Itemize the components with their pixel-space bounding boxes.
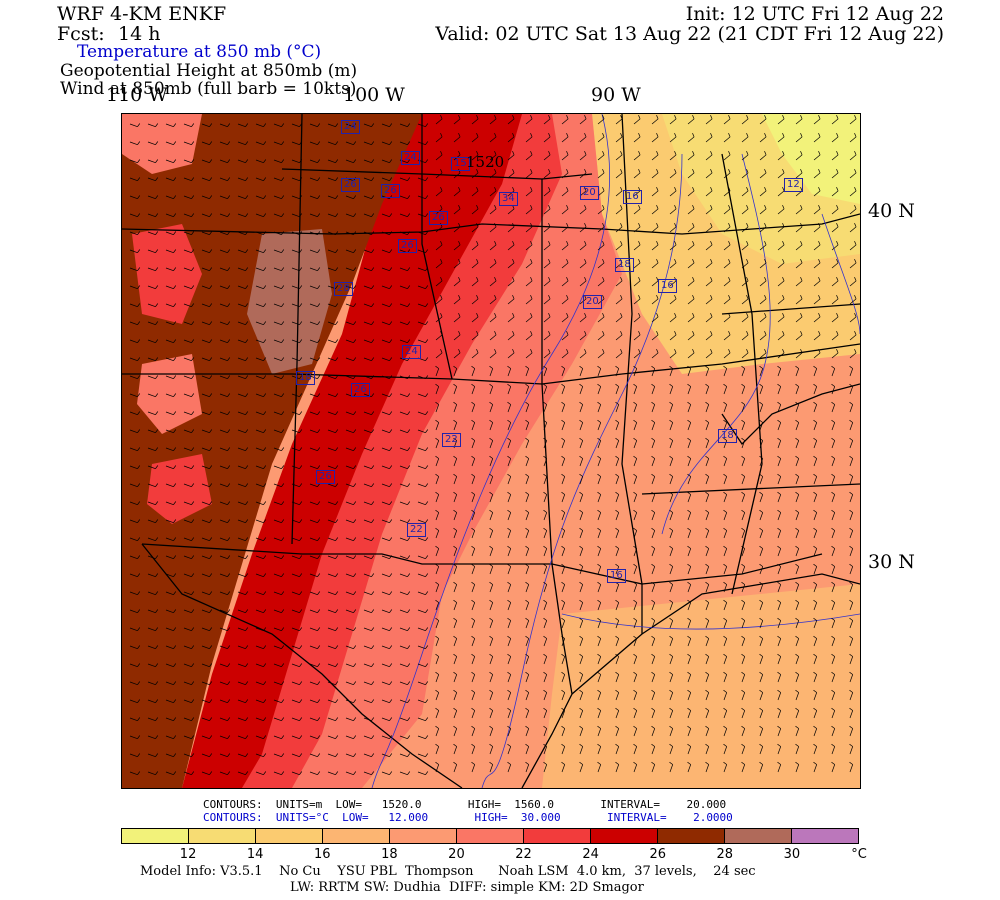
field-height-title: Geopotential Height at 850mb (m) (60, 61, 358, 81)
isotherm-label: 26 (316, 470, 335, 484)
init-time: Init: 12 UTC Fri 12 Aug 22 (685, 3, 944, 25)
isotherm-label: 22 (407, 523, 426, 537)
colorbar-tick-label: 22 (515, 847, 532, 862)
forecast-hours: 14 h (118, 23, 161, 45)
isotherm-label: 24 (341, 120, 360, 134)
isotherm-label: 26 (341, 178, 360, 192)
colorbar-tick-label: 12 (179, 847, 197, 862)
colorbar-tick-label: 14 (246, 847, 264, 862)
isotherm-label: 26 (429, 211, 448, 225)
height-contour-label: 1520 (466, 153, 505, 171)
field-wind-title: Wind at 850mb (full barb = 10kts) (60, 79, 357, 99)
colorbar-swatch (725, 829, 792, 843)
isotherm-label: 20 (583, 295, 602, 309)
field-temperature-title: Temperature at 850 mb (°C) (77, 42, 322, 62)
lat-label-30n: 30 N (868, 551, 915, 573)
colorbar-swatch (524, 829, 591, 843)
lon-label-100w: 100 W (343, 84, 405, 106)
isotherm-label: 16 (623, 190, 642, 204)
colorbar-swatch (591, 829, 658, 843)
isotherm-label: 24 (401, 151, 420, 165)
isotherm-label: 34 (499, 192, 518, 206)
isotherm-label: 24 (402, 345, 421, 359)
lon-label-90w: 90 W (591, 84, 641, 106)
physics-info: LW: RRTM SW: Dudhia DIFF: simple KM: 2D … (290, 880, 644, 895)
colorbar-swatch (189, 829, 256, 843)
isotherm-label: 12 (784, 178, 803, 192)
valid-time: Valid: 02 UTC Sat 13 Aug 22 (21 CDT Fri … (435, 23, 944, 45)
lat-label-40n: 40 N (868, 200, 915, 222)
temperature-contour-stats: CONTOURS: UNITS=°C LOW= 12.000 HIGH= 30.… (203, 811, 733, 824)
isotherm-label: 15 (451, 157, 470, 171)
isotherm-label: 26 (381, 184, 400, 198)
colorbar-tick-label: 26 (649, 847, 666, 862)
colorbar-tick-label: 28 (716, 847, 734, 862)
lon-label-110w: 110 W (106, 84, 168, 106)
isotherm-label: 16 (658, 279, 677, 293)
isotherm-label: 28 (334, 282, 353, 296)
colorbar-swatch (457, 829, 524, 843)
isotherm-label: 22 (442, 433, 461, 447)
isotherm-label: 26 (351, 383, 370, 397)
model-info: Model Info: V3.5.1 No Cu YSU PBL Thompso… (140, 864, 756, 879)
colorbar-tick-label: 20 (448, 847, 465, 862)
colorbar-swatch (792, 829, 858, 843)
colorbar-tick-label: 16 (313, 847, 331, 862)
colorbar-swatch (658, 829, 725, 843)
colorbar-tick-label: °C (851, 847, 867, 862)
forecast-label: Fcst: (57, 23, 105, 45)
colorbar-tick-label: 18 (381, 847, 398, 862)
isotherm-label: 18 (296, 371, 315, 385)
colorbar-swatch (323, 829, 390, 843)
colorbar-swatch (256, 829, 323, 843)
height-contour-stats: CONTOURS: UNITS=m LOW= 1520.0 HIGH= 1560… (203, 798, 727, 811)
isotherm-label: 16 (607, 569, 626, 583)
colorbar-swatch (122, 829, 189, 843)
isotherm-label: 18 (718, 429, 737, 443)
model-title: WRF 4-KM ENKF (57, 3, 227, 25)
weather-map (121, 113, 861, 789)
temperature-colorbar (121, 828, 859, 844)
colorbar-swatch (390, 829, 457, 843)
isotherm-label: 26 (398, 239, 417, 253)
isotherm-label: 18 (615, 258, 634, 272)
colorbar-tick-label: 24 (582, 847, 599, 862)
colorbar-tick-label: 30 (783, 847, 801, 862)
isotherm-label: 20 (580, 186, 599, 200)
